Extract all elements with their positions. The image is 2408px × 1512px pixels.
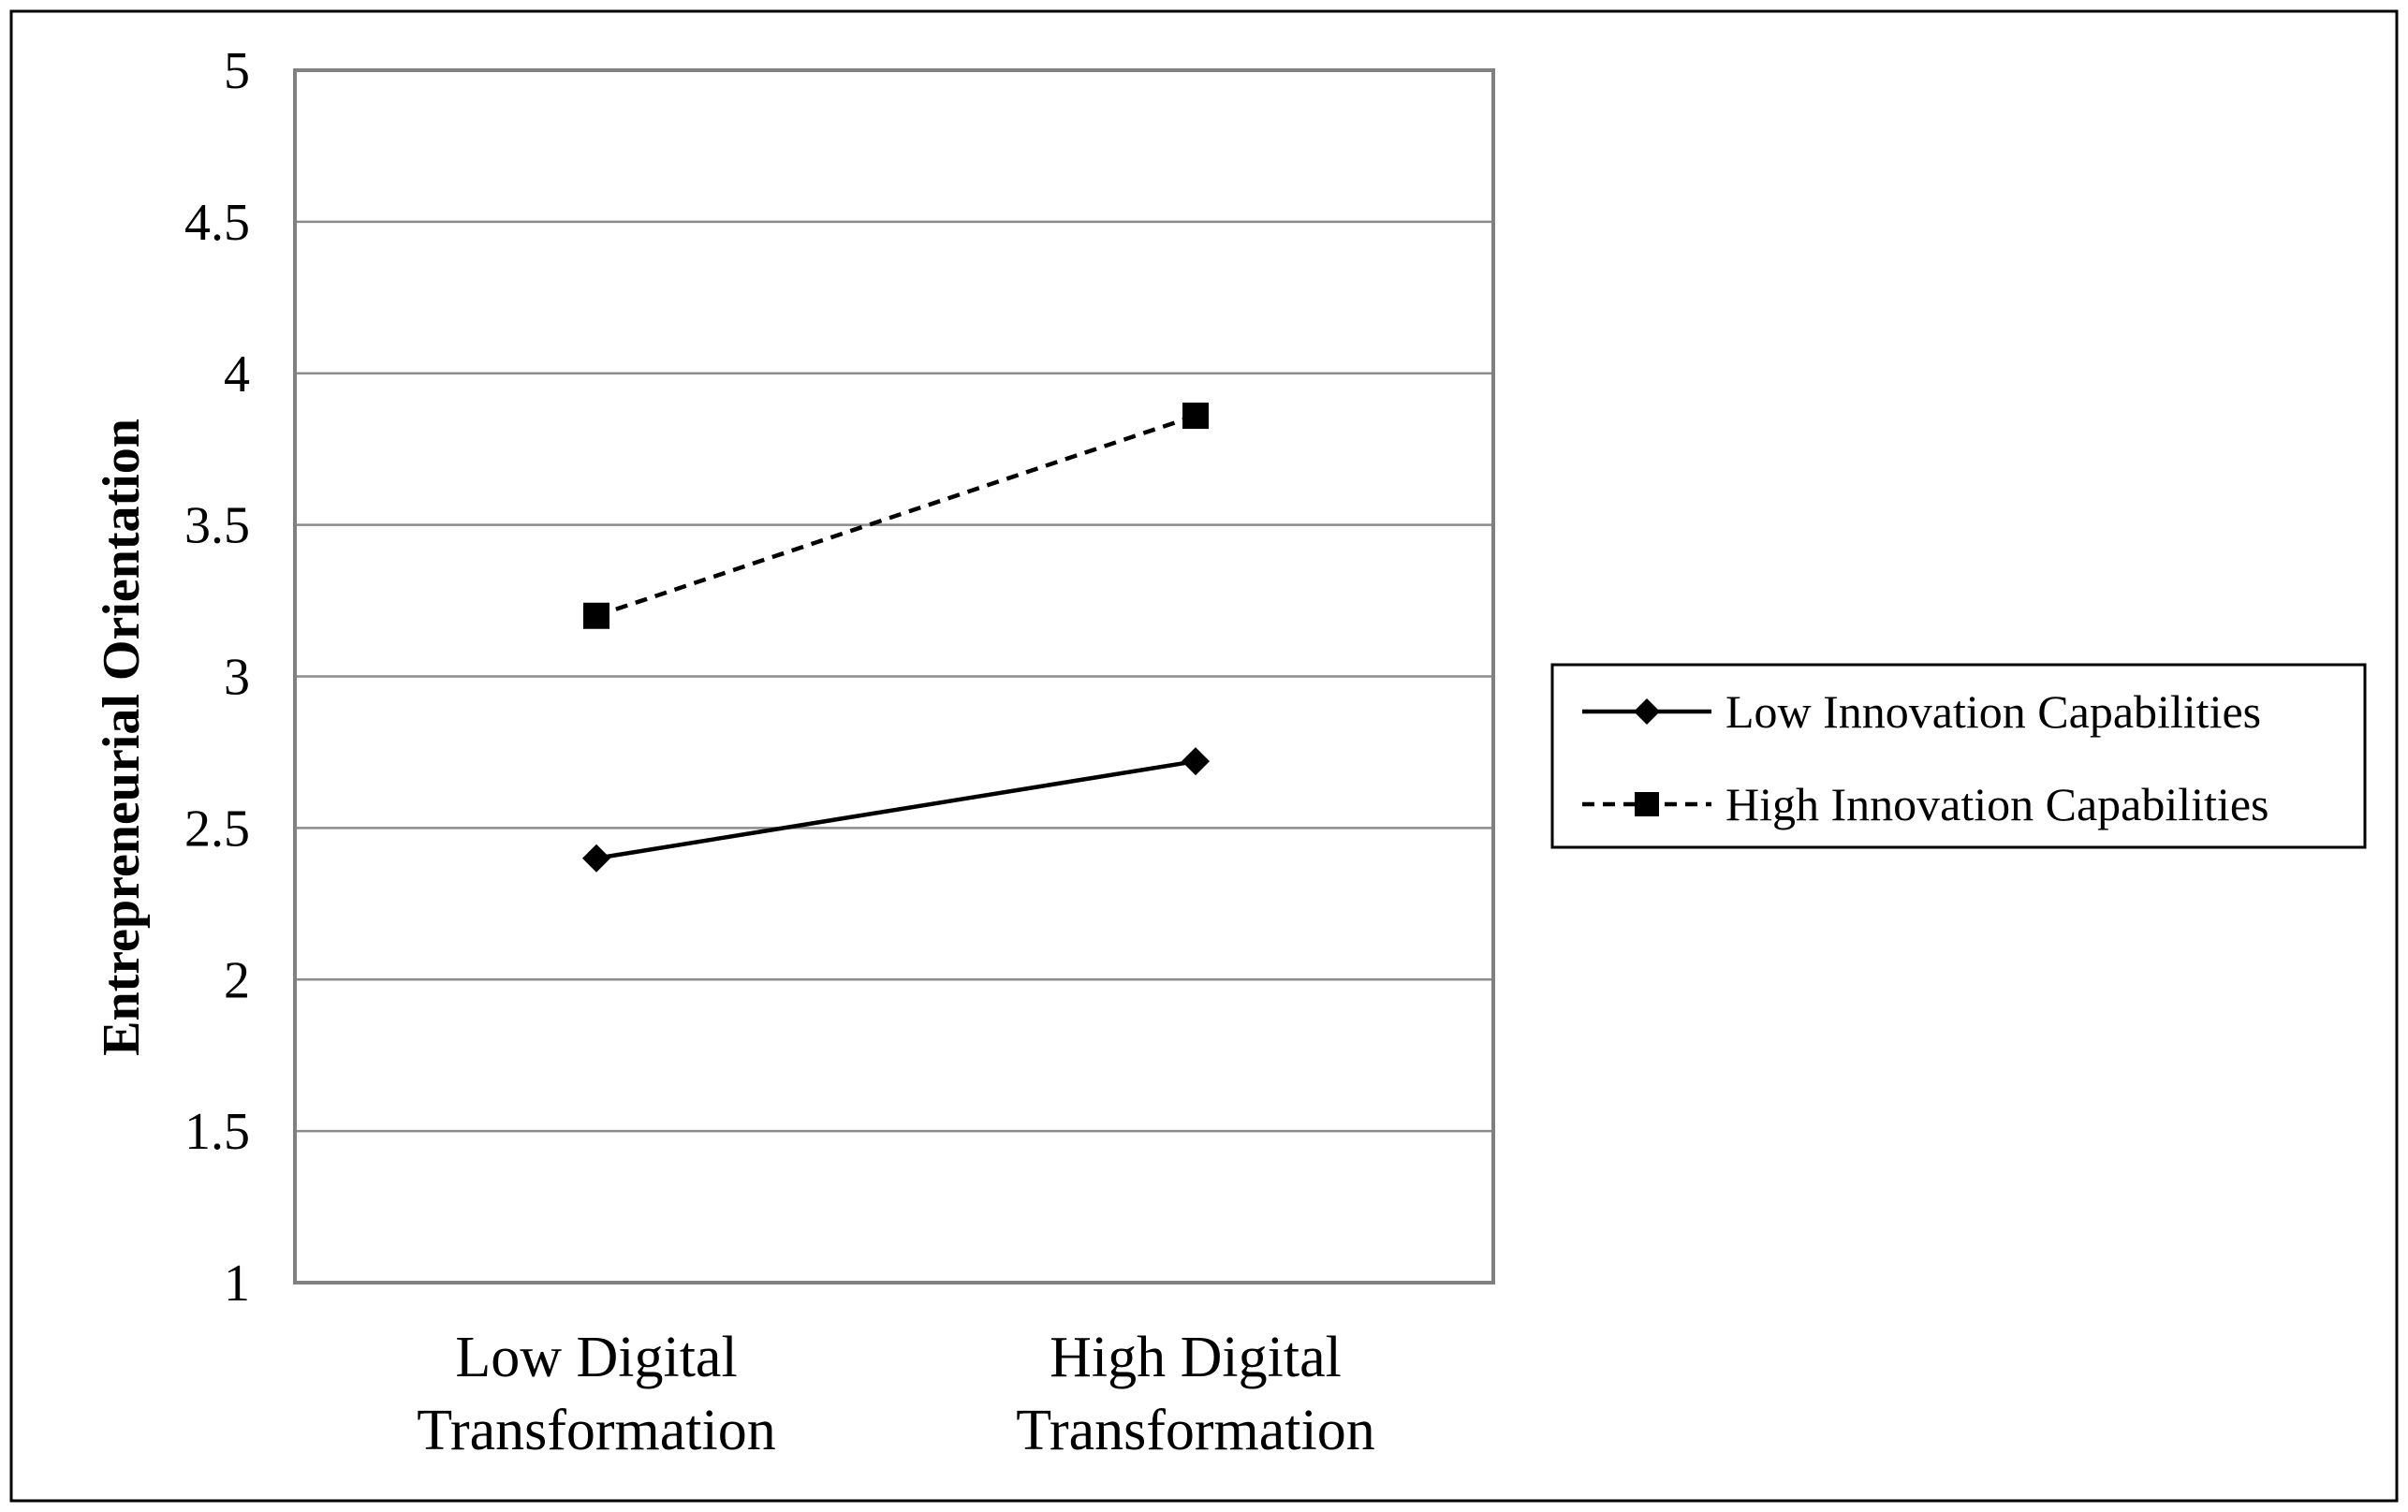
legend-diamond-marker — [1634, 698, 1660, 725]
legend: Low Innovation Capabilities High Innovati… — [1550, 663, 2367, 849]
y-tick-label: 4 — [224, 345, 250, 404]
y-axis-ticks: 1 1.5 2 2.5 3 3.5 4 4.5 5 — [184, 42, 250, 1313]
x-category-label: Low Digital — [455, 1326, 737, 1389]
y-tick-label: 4.5 — [184, 194, 250, 252]
series-line — [595, 758, 1197, 860]
x-category-label: High Digital — [1050, 1326, 1342, 1389]
y-tick-label: 2.5 — [184, 800, 250, 858]
y-axis-title: Entrepreneurial Orientation — [93, 418, 151, 1056]
y-tick-label: 2 — [224, 951, 250, 1009]
plot-area-frame — [293, 68, 1495, 1284]
y-tick-label: 1.5 — [184, 1103, 250, 1161]
square-marker — [1182, 403, 1209, 430]
legend-box — [1550, 663, 2367, 849]
y-tick-label: 3 — [224, 649, 250, 707]
series-low-innovation — [582, 747, 1210, 873]
x-category-label: Transformation — [417, 1399, 775, 1462]
legend-label: Low Innovation Capabilities — [1725, 685, 2261, 738]
series-high-innovation — [583, 403, 1209, 629]
diamond-marker — [1182, 747, 1210, 776]
legend-entry: Low Innovation Capabilities — [1582, 685, 2261, 738]
x-category-label: Transformation — [1016, 1399, 1374, 1462]
square-marker — [583, 602, 609, 629]
gridlines — [295, 220, 1493, 1133]
diamond-marker — [582, 844, 610, 873]
series — [582, 403, 1210, 873]
legend-entry: High Innovation Capabilities — [1582, 778, 2269, 830]
x-axis-categories: Low Digital Transformation High Digital Tra… — [417, 1326, 1374, 1462]
legend-label: High Innovation Capabilities — [1725, 778, 2269, 830]
y-tick-label: 3.5 — [184, 497, 250, 555]
series-line — [595, 413, 1197, 618]
y-tick-label: 5 — [224, 42, 250, 100]
legend-square-marker — [1635, 792, 1659, 816]
y-tick-label: 1 — [224, 1255, 250, 1313]
